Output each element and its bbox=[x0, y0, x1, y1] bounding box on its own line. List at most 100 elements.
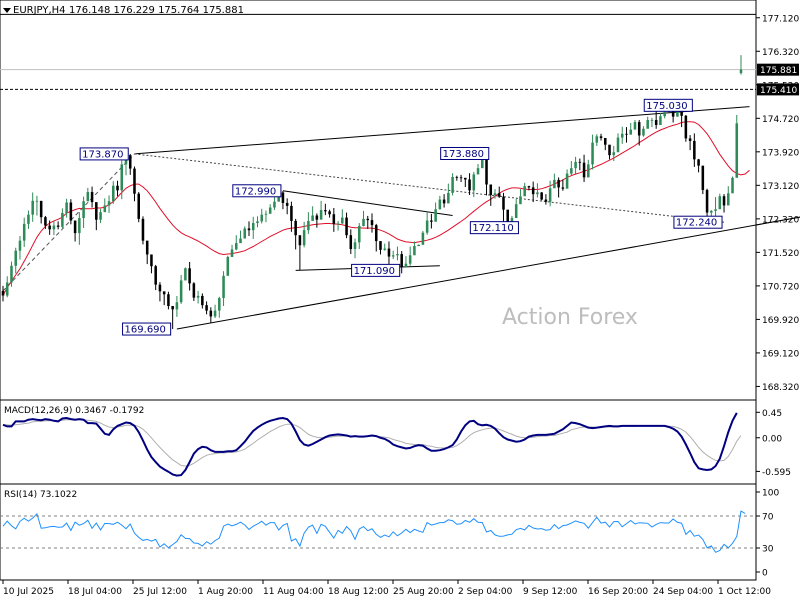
price-tick-label: 170.720 bbox=[762, 282, 799, 292]
candle-body bbox=[421, 232, 425, 245]
candle-body bbox=[714, 209, 717, 211]
candle-body bbox=[209, 310, 213, 317]
trendline bbox=[2, 153, 135, 292]
time-tick-label: 9 Sep 12:00 bbox=[523, 587, 578, 597]
rsi-tick-label: 100 bbox=[762, 489, 779, 499]
candle-body bbox=[145, 240, 149, 255]
candle-body bbox=[693, 140, 696, 160]
candle-body bbox=[404, 263, 408, 268]
candle-body bbox=[565, 173, 569, 189]
candle-body bbox=[599, 136, 603, 138]
candle-body bbox=[553, 179, 556, 189]
candle-body bbox=[39, 200, 43, 218]
candle-body bbox=[570, 168, 573, 174]
candle-body bbox=[739, 69, 743, 74]
annotation-box bbox=[122, 322, 172, 336]
candle-body bbox=[705, 189, 709, 213]
candle-body bbox=[625, 133, 628, 135]
candle-body bbox=[341, 217, 344, 224]
candle-body bbox=[103, 205, 107, 213]
candle-body bbox=[523, 186, 526, 197]
candle-body bbox=[222, 275, 225, 299]
trendline bbox=[282, 190, 453, 216]
watermark: Action Forex bbox=[502, 305, 638, 330]
candle-body bbox=[663, 112, 666, 117]
candle-body bbox=[65, 202, 68, 213]
candle-body bbox=[676, 109, 679, 117]
ohlc-values: 176.148 176.229 175.764 175.881 bbox=[69, 5, 244, 16]
candle-body bbox=[311, 215, 314, 221]
annotation-label: 172.240 bbox=[676, 218, 717, 229]
time-axis: 10 Jul 2025 18 Jul 04:00 25 Jul 12:00 1 Aug… bbox=[2, 580, 771, 597]
candle-body bbox=[167, 294, 170, 306]
macd-title: MACD(12,26,9) 0.3467 -0.1792 bbox=[4, 406, 144, 416]
rsi-tick-label: 30 bbox=[762, 545, 774, 555]
candle-body bbox=[654, 119, 658, 126]
candle-body bbox=[544, 199, 548, 202]
candle-body bbox=[201, 295, 204, 306]
candle-body bbox=[315, 215, 319, 220]
reference-level-tag-bg bbox=[757, 83, 799, 96]
price-tick-label: 177.120 bbox=[762, 14, 799, 24]
candle-body bbox=[540, 192, 543, 200]
candle-body bbox=[493, 193, 497, 195]
candle-body bbox=[727, 193, 730, 206]
price-tick-label: 174.720 bbox=[762, 115, 799, 125]
candle-body bbox=[447, 192, 450, 204]
candle-body bbox=[722, 196, 726, 206]
candle-body bbox=[459, 177, 463, 179]
candle-body bbox=[336, 223, 340, 225]
candle-body bbox=[548, 188, 552, 202]
time-tick-label: 11 Aug 04:00 bbox=[263, 587, 324, 597]
candle-body bbox=[637, 122, 641, 136]
macd-main-line bbox=[2, 412, 738, 477]
candle-body bbox=[633, 122, 637, 130]
candle-body bbox=[69, 202, 73, 221]
candle-body bbox=[455, 176, 459, 178]
annotation-box bbox=[232, 184, 282, 198]
candle-body bbox=[150, 254, 153, 267]
time-tick-label: 2 Sep 04:00 bbox=[458, 587, 513, 597]
candle-body bbox=[400, 254, 403, 268]
candle-body bbox=[35, 200, 39, 202]
candle-body bbox=[141, 218, 145, 241]
candle-body bbox=[1, 290, 5, 296]
macd-panel-frame bbox=[0, 399, 757, 485]
trendline-extension bbox=[755, 216, 800, 226]
candle-body bbox=[489, 184, 493, 195]
candle-body bbox=[99, 212, 102, 220]
dropdown-triangle-icon[interactable] bbox=[3, 8, 11, 13]
candle-body bbox=[251, 223, 255, 231]
candle-body bbox=[184, 268, 187, 281]
trendline bbox=[176, 216, 800, 330]
candle-body bbox=[408, 255, 412, 264]
candle-body bbox=[345, 217, 348, 236]
reference-lines bbox=[0, 13, 756, 90]
rsi-layer: 100 70 30 0 bbox=[0, 489, 779, 579]
candle-body bbox=[78, 218, 81, 234]
annotation-box bbox=[440, 146, 490, 160]
candle-body bbox=[328, 211, 331, 215]
candle-body bbox=[502, 196, 505, 210]
candle-body bbox=[27, 214, 30, 224]
current-price-tag-bg bbox=[757, 63, 799, 76]
candle-body bbox=[31, 200, 34, 215]
candle-body bbox=[56, 225, 60, 227]
time-tick-label: 1 Oct 12:00 bbox=[718, 587, 771, 597]
candle-body bbox=[650, 119, 654, 121]
candle-body bbox=[425, 220, 429, 233]
candle-body bbox=[383, 248, 386, 250]
candle-body bbox=[230, 249, 234, 257]
macd-tick-label: 0.00 bbox=[762, 434, 782, 444]
candle-body bbox=[561, 187, 565, 189]
macd-tick-label: -0.595 bbox=[762, 468, 791, 478]
candle-body bbox=[73, 220, 77, 234]
candle-body bbox=[731, 177, 734, 194]
candle-body bbox=[10, 265, 13, 283]
price-tags: 175.881 175.410 bbox=[757, 63, 799, 96]
candle-body bbox=[620, 133, 624, 138]
candle-body bbox=[158, 284, 162, 292]
candle-body bbox=[171, 305, 174, 310]
candle-body bbox=[710, 210, 713, 213]
